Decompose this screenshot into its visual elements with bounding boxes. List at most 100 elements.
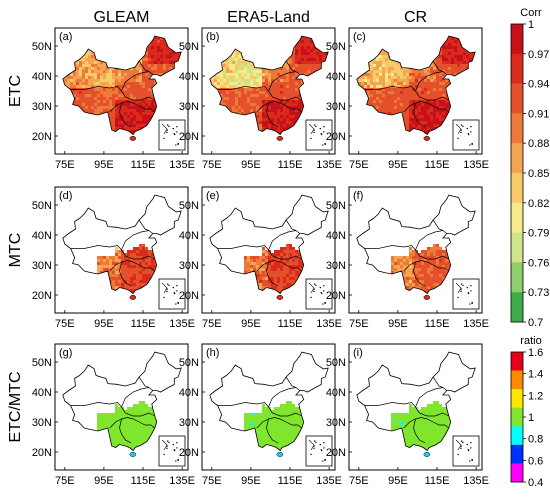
heatmap-cell [322, 37, 325, 40]
inset-island [322, 144, 323, 145]
heatmap-cell [313, 91, 316, 94]
heatmap-cell [145, 112, 148, 115]
heatmap-cell [61, 127, 64, 130]
heatmap-cell [364, 148, 367, 151]
heatmap-cell [403, 58, 406, 61]
heatmap-cell [313, 61, 316, 64]
heatmap-cell [112, 34, 115, 37]
heatmap-cell [277, 58, 280, 61]
heatmap-cell [280, 70, 283, 73]
heatmap-cell [322, 76, 325, 79]
heatmap-cell [100, 43, 103, 46]
heatmap-cell [88, 103, 91, 106]
heatmap-cell [226, 76, 229, 79]
heatmap-cell [307, 112, 310, 115]
heatmap-cell [424, 85, 427, 88]
heatmap-cell [397, 124, 400, 127]
heatmap-cell [142, 115, 145, 118]
heatmap-cell [367, 37, 370, 40]
heatmap-cell [136, 58, 139, 61]
heatmap-cell [373, 76, 376, 79]
heatmap-cell [328, 115, 331, 118]
heatmap-cell [256, 70, 259, 73]
heatmap-cell [157, 106, 160, 109]
heatmap-cell [361, 82, 364, 85]
heatmap-cell [322, 85, 325, 88]
heatmap-cell [268, 55, 271, 58]
heatmap-cell [259, 145, 262, 148]
heatmap-cell [379, 85, 382, 88]
heatmap-cell [310, 67, 313, 70]
heatmap-cell [247, 88, 250, 91]
heatmap-cell [298, 145, 301, 148]
heatmap-cell [232, 40, 235, 43]
heatmap-cell [88, 82, 91, 85]
heatmap-cell [67, 61, 70, 64]
heatmap-cell [214, 52, 217, 55]
heatmap-cell [136, 142, 139, 145]
heatmap-cell [103, 139, 106, 142]
heatmap-cell [85, 82, 88, 85]
heatmap-cell [280, 55, 283, 58]
heatmap-cell [307, 40, 310, 43]
heatmap-cell [409, 148, 412, 151]
heatmap-cell [241, 88, 244, 91]
heatmap-cell [220, 31, 223, 34]
heatmap-cell [130, 34, 133, 37]
heatmap-cell [115, 121, 118, 124]
heatmap-cell [424, 34, 427, 37]
heatmap-cell [370, 34, 373, 37]
heatmap-cell [253, 82, 256, 85]
heatmap-cell [166, 55, 169, 58]
heatmap-cell [139, 112, 142, 115]
heatmap-cell [382, 109, 385, 112]
heatmap-cell [79, 43, 82, 46]
heatmap-cell [388, 100, 391, 103]
heatmap-cell [97, 118, 100, 121]
heatmap-cell [298, 61, 301, 64]
heatmap-cell [118, 91, 121, 94]
heatmap-cell [280, 124, 283, 127]
heatmap-cell [286, 52, 289, 55]
heatmap-cell [412, 64, 415, 67]
heatmap-cell [238, 61, 241, 64]
heatmap-cell [124, 106, 127, 109]
heatmap-cell [106, 43, 109, 46]
heatmap-cell [286, 118, 289, 121]
heatmap-cell [127, 121, 130, 124]
heatmap-cell [154, 127, 157, 130]
heatmap-cell [394, 82, 397, 85]
heatmap-cell [154, 145, 157, 148]
heatmap-cell [244, 43, 247, 46]
heatmap-cell [79, 67, 82, 70]
heatmap-cell [127, 115, 130, 118]
heatmap-cell [322, 58, 325, 61]
heatmap-cell [130, 109, 133, 112]
heatmap-cell [307, 61, 310, 64]
heatmap-cell [406, 70, 409, 73]
heatmap-cell [136, 97, 139, 100]
heatmap-cell [100, 118, 103, 121]
heatmap-cell [235, 121, 238, 124]
heatmap-cell [148, 136, 151, 139]
heatmap-cell [124, 31, 127, 34]
heatmap-cell [283, 46, 286, 49]
heatmap-cell [100, 73, 103, 76]
heatmap-cell [211, 97, 214, 100]
heatmap-cell [370, 94, 373, 97]
heatmap-cell [100, 91, 103, 94]
heatmap-cell [217, 130, 220, 133]
heatmap-cell [385, 94, 388, 97]
heatmap-cell [103, 64, 106, 67]
heatmap-cell [82, 64, 85, 67]
heatmap-cell [286, 91, 289, 94]
heatmap-cell [262, 37, 265, 40]
heatmap-cell [136, 76, 139, 79]
heatmap-cell [328, 85, 331, 88]
heatmap-cell [406, 115, 409, 118]
heatmap-cell [226, 118, 229, 121]
heatmap-cell [352, 49, 355, 52]
heatmap-cell [145, 145, 148, 148]
heatmap-cell [250, 91, 253, 94]
heatmap-cell [151, 133, 154, 136]
